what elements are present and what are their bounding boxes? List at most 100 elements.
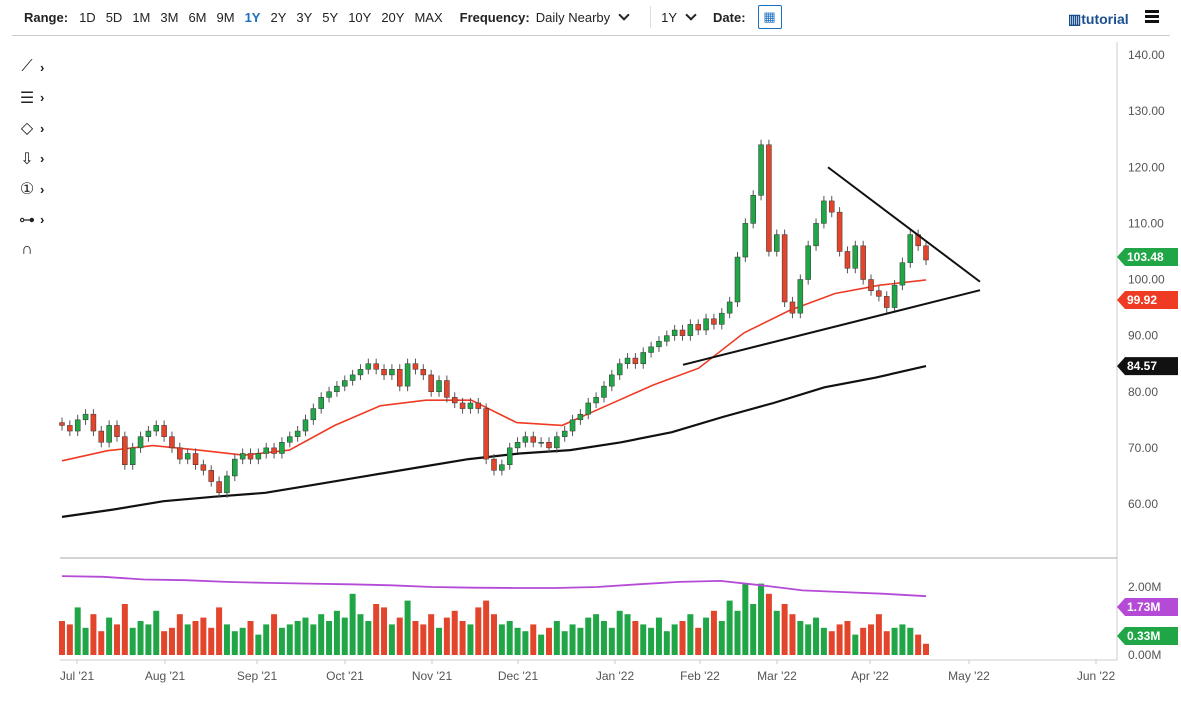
volume-bar [357, 614, 364, 655]
chevron-right-icon: › [40, 181, 45, 197]
candle [389, 369, 395, 376]
volume-bar [239, 627, 246, 655]
volume-bar [59, 621, 65, 655]
volume-bar [310, 624, 317, 655]
arrow-tool[interactable]: ⇩ › [14, 144, 54, 175]
candle [420, 369, 427, 376]
period-select[interactable]: 1Y [661, 9, 678, 25]
candle [711, 318, 717, 325]
price-tick-label: 70.00 [1128, 441, 1158, 455]
volume-tick-label: 0.00M [1128, 648, 1161, 662]
candle [59, 422, 65, 426]
candle [789, 301, 796, 314]
range-5y[interactable]: 5Y [322, 9, 339, 25]
candle [483, 408, 489, 460]
candle [216, 481, 222, 494]
candle [907, 234, 914, 263]
range-6m[interactable]: 6M [188, 9, 207, 25]
x-tick-label: Jul '21 [60, 669, 95, 683]
shape-icon: ◇ [20, 120, 34, 138]
fib-tool[interactable]: ☰ › [14, 83, 54, 114]
candle [577, 413, 584, 421]
annotation-tool[interactable]: ① › [14, 174, 54, 205]
candle [271, 447, 277, 454]
volume-bar [868, 624, 875, 655]
volume-bar [341, 617, 348, 655]
volume-bar [333, 610, 340, 655]
candle [883, 296, 890, 308]
volume-bar [923, 643, 929, 655]
volume-bar [216, 607, 223, 655]
volume-bar [326, 621, 333, 655]
volume-bar [695, 627, 702, 655]
volume-bar [349, 593, 356, 655]
volume-bar [381, 607, 388, 655]
volume-bar [553, 621, 560, 655]
candle [923, 245, 929, 261]
range-3y[interactable]: 3Y [296, 9, 313, 25]
volume-bar [498, 624, 505, 655]
calendar-icon[interactable]: ▦ [757, 5, 782, 29]
ma50-line [61, 279, 927, 462]
candle [836, 211, 843, 252]
x-tick-label: Jan '22 [596, 669, 635, 683]
candle [499, 464, 505, 471]
volume-bar [255, 634, 262, 655]
volume-bar [545, 627, 552, 655]
candle [161, 425, 167, 437]
volume-bar [436, 627, 443, 655]
ma200-badge-bg [1117, 357, 1178, 376]
candle [208, 470, 214, 482]
candle [444, 380, 450, 398]
volume-bar [687, 614, 694, 655]
volume-bar [648, 627, 655, 655]
candle [538, 442, 544, 444]
frequency-select[interactable]: Daily Nearby [535, 9, 611, 25]
candle [781, 234, 788, 303]
volume-bar [184, 624, 191, 655]
shape-tool[interactable]: ◇ › [14, 113, 54, 144]
volume-bar [443, 617, 450, 655]
candle [774, 234, 780, 252]
volume-bar [467, 624, 474, 655]
volume-bar [106, 617, 113, 655]
range-20y[interactable]: 20Y [381, 9, 405, 25]
volume-bar [483, 600, 490, 655]
measure-tool[interactable]: ⊶ › [14, 205, 54, 236]
volume-bar [192, 621, 199, 655]
last-price-badge-bg [1117, 247, 1178, 266]
volume-bar [797, 621, 804, 655]
volume-bar [66, 624, 73, 655]
candle [554, 436, 560, 449]
candle [679, 329, 686, 336]
range-10y[interactable]: 10Y [348, 9, 372, 25]
volume-bar [765, 593, 772, 655]
candle [169, 436, 175, 449]
line-tool[interactable]: ⟋ › [14, 52, 54, 83]
volume-bar [514, 627, 521, 655]
price-tick-label: 120.00 [1128, 160, 1165, 174]
range-1m[interactable]: 1M [132, 9, 151, 25]
volume-bar [365, 621, 372, 655]
candle [153, 425, 160, 432]
candle [224, 475, 230, 494]
range-max[interactable]: MAX [414, 9, 443, 25]
magnet-tool[interactable]: ∩ [14, 235, 54, 266]
range-buttons: 1D 5D 1M 3M 6M 9M 1Y 2Y 3Y 5Y 10Y 20Y MAX [74, 10, 448, 25]
candle [318, 397, 324, 409]
magnet-icon: ∩ [21, 241, 33, 259]
range-3m[interactable]: 3M [160, 9, 179, 25]
price-tick-label: 110.00 [1128, 216, 1164, 230]
range-9m[interactable]: 9M [216, 9, 235, 25]
volume-bar [758, 583, 765, 655]
hamburger-menu-icon[interactable] [1145, 10, 1159, 25]
range-5d[interactable]: 5D [105, 9, 123, 25]
price-tick-label: 90.00 [1128, 329, 1158, 343]
volume-bar [781, 604, 788, 655]
candle [106, 425, 112, 443]
range-1y[interactable]: 1Y [244, 9, 261, 25]
tutorial-link[interactable]: ▥tutorial [1068, 11, 1129, 27]
range-1d[interactable]: 1D [79, 9, 96, 25]
range-2y[interactable]: 2Y [270, 9, 287, 25]
